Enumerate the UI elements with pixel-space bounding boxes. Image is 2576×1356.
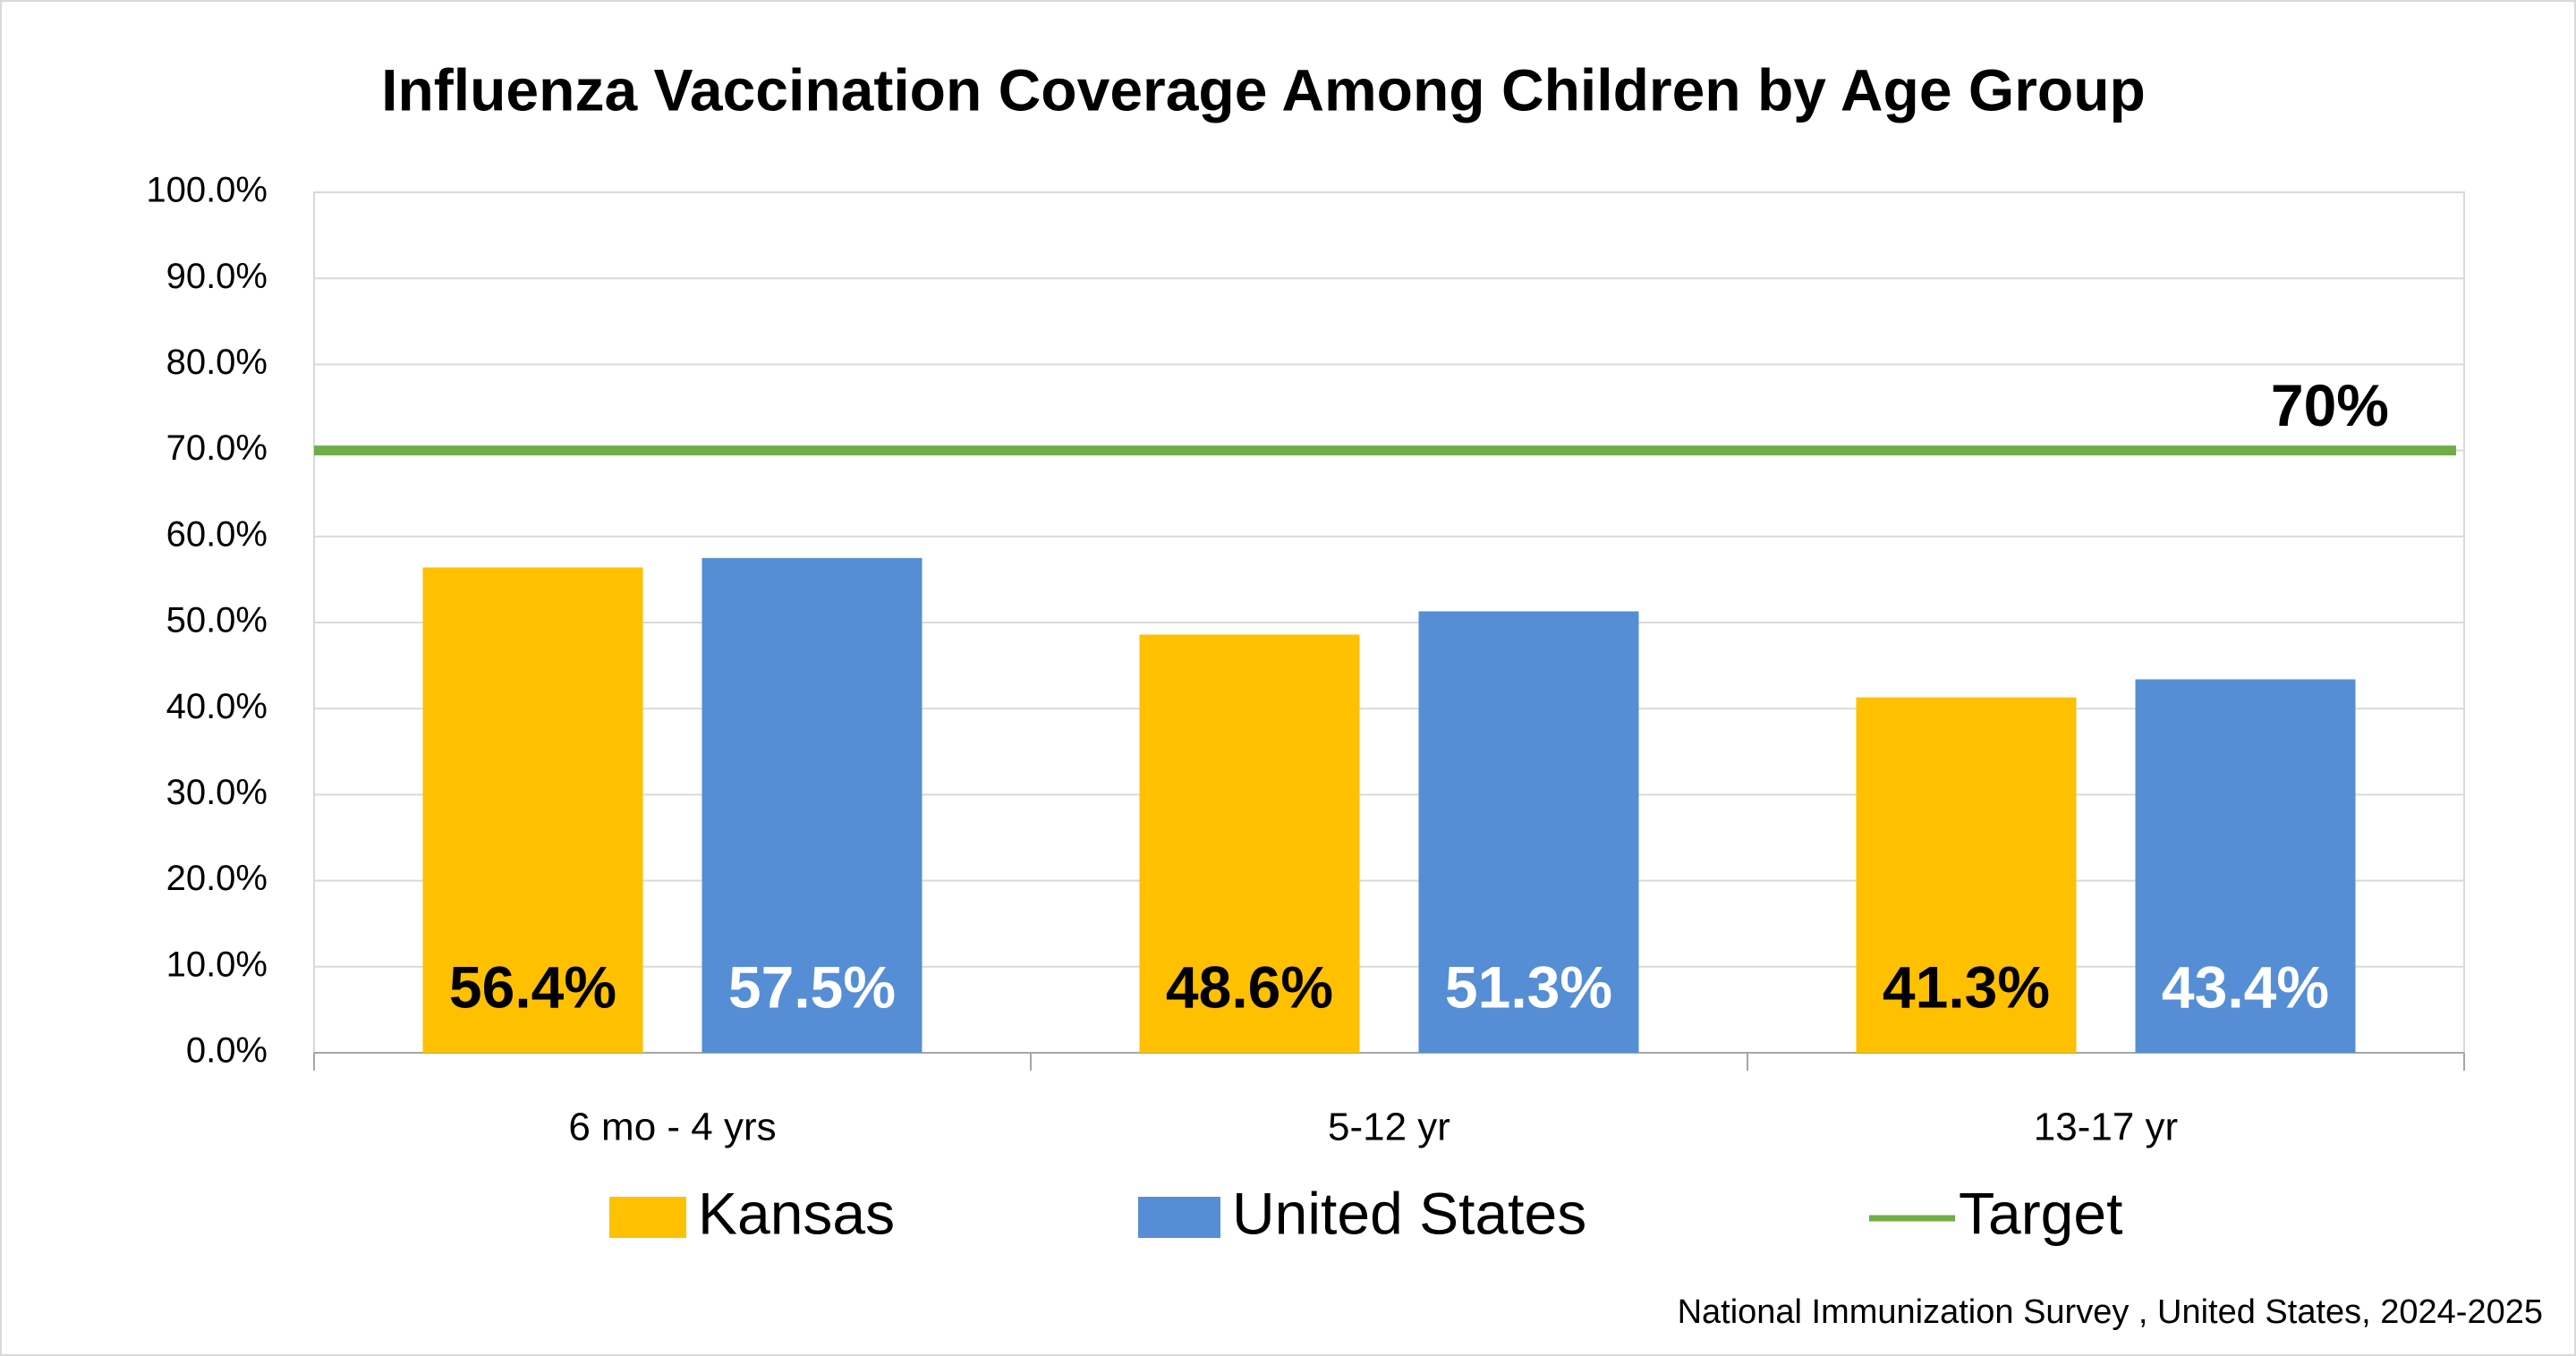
bar xyxy=(1856,697,2077,1053)
y-tick-label: 20.0% xyxy=(166,859,268,898)
y-tick-label: 70.0% xyxy=(166,428,268,468)
legend-swatch xyxy=(1138,1197,1220,1238)
legend-swatch xyxy=(609,1197,686,1238)
y-tick-label: 90.0% xyxy=(166,257,268,296)
bar xyxy=(1139,634,1360,1053)
legend-label: Target xyxy=(1959,1180,2122,1246)
y-tick-label: 10.0% xyxy=(166,945,268,984)
target-label: 70% xyxy=(2271,372,2389,438)
x-tick-label: 6 mo - 4 yrs xyxy=(568,1106,776,1149)
y-tick-label: 80.0% xyxy=(166,343,268,382)
x-tick-label: 5-12 yr xyxy=(1328,1106,1450,1149)
bar xyxy=(1418,611,1639,1053)
bar xyxy=(422,567,643,1053)
legend-label: United States xyxy=(1232,1180,1586,1246)
data-label: 51.3% xyxy=(1445,953,1612,1020)
y-tick-label: 30.0% xyxy=(166,773,268,812)
data-label: 57.5% xyxy=(728,953,896,1020)
bar xyxy=(701,557,922,1053)
y-tick-label: 60.0% xyxy=(166,514,268,554)
y-tick-label: 40.0% xyxy=(166,687,268,726)
chart-title: Influenza Vaccination Coverage Among Chi… xyxy=(381,56,2146,123)
data-label: 48.6% xyxy=(1166,953,1333,1020)
y-tick-label: 100.0% xyxy=(146,171,268,210)
x-tick-label: 13-17 yr xyxy=(2034,1106,2178,1149)
y-tick-label: 0.0% xyxy=(186,1031,268,1071)
source-note: National Immunization Survey , United St… xyxy=(1678,1293,2543,1331)
data-label: 41.3% xyxy=(1883,953,2050,1020)
data-label: 43.4% xyxy=(2162,953,2329,1020)
legend-label: Kansas xyxy=(698,1180,895,1246)
data-label: 56.4% xyxy=(449,953,616,1020)
y-tick-label: 50.0% xyxy=(166,601,268,640)
bar xyxy=(2135,679,2356,1053)
